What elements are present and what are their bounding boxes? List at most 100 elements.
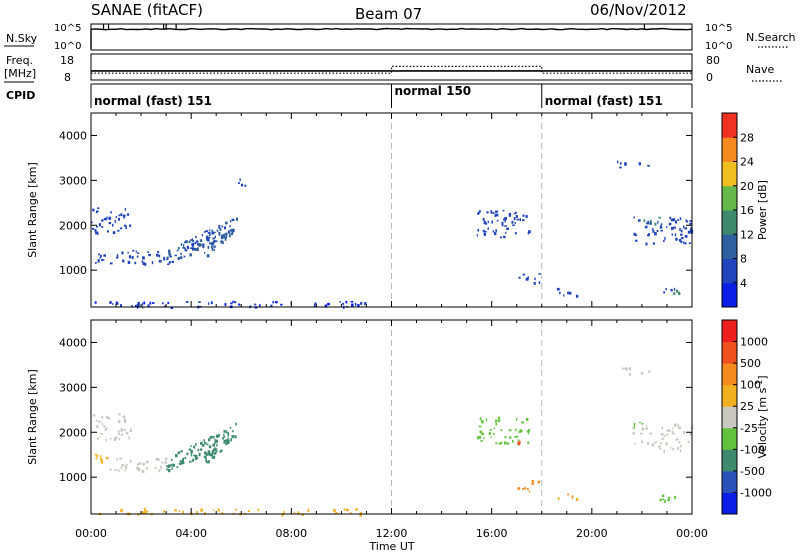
echo-cell bbox=[97, 259, 100, 263]
echo-cell bbox=[104, 217, 107, 221]
echo-cell bbox=[681, 237, 684, 240]
echo-cell bbox=[503, 218, 506, 221]
y-tick-label: 4000 bbox=[59, 336, 87, 349]
colorbar-tick-label: -500 bbox=[740, 465, 765, 478]
echo-cell bbox=[492, 230, 495, 233]
echo-cell bbox=[628, 368, 631, 370]
echo-cell bbox=[215, 450, 218, 453]
echo-cell bbox=[646, 424, 648, 427]
colorbar-segment bbox=[722, 341, 737, 364]
echo-cell bbox=[96, 425, 99, 429]
cpid-segment-label: normal (fast) 151 bbox=[545, 94, 663, 108]
echo-cell bbox=[114, 469, 117, 471]
echo-cell bbox=[664, 499, 666, 503]
y-tick-label: 3000 bbox=[59, 174, 87, 187]
echo-cell bbox=[180, 450, 183, 453]
echo-cell bbox=[145, 510, 149, 513]
echo-cell bbox=[209, 232, 211, 236]
echo-cell bbox=[213, 231, 216, 234]
echo-cell bbox=[525, 277, 529, 281]
echo-cell bbox=[477, 211, 480, 215]
echo-cell bbox=[483, 437, 485, 440]
echo-cell bbox=[118, 217, 120, 221]
echo-cell bbox=[659, 498, 662, 502]
echo-cell bbox=[214, 448, 216, 451]
echo-region bbox=[643, 216, 662, 226]
echo-cell bbox=[665, 442, 668, 446]
echo-cell bbox=[192, 244, 194, 248]
echo-cell bbox=[218, 234, 221, 236]
echo-cell bbox=[127, 260, 131, 264]
velocity-ylabel: Slant Range [km] bbox=[26, 369, 39, 465]
echo-cell bbox=[148, 254, 151, 257]
y-tick-label: 2000 bbox=[59, 426, 87, 439]
echo-cell bbox=[239, 178, 241, 182]
echo-cell bbox=[132, 250, 135, 252]
echo-cell bbox=[576, 498, 579, 501]
echo-cell bbox=[183, 241, 186, 244]
echo-cell bbox=[254, 303, 257, 306]
echo-cell bbox=[98, 253, 100, 256]
echo-cell bbox=[676, 289, 678, 293]
echo-cell bbox=[528, 429, 531, 432]
echo-cell bbox=[645, 427, 648, 430]
nave-trace bbox=[91, 65, 692, 74]
echo-cell bbox=[236, 217, 239, 221]
echo-cell bbox=[115, 215, 117, 219]
echo-cell bbox=[350, 512, 352, 514]
colorbar-segment bbox=[722, 258, 737, 284]
echo-cell bbox=[207, 460, 210, 464]
echo-cell bbox=[270, 304, 273, 307]
echo-cell bbox=[522, 487, 525, 490]
echo-cell bbox=[184, 456, 187, 460]
echo-cell bbox=[617, 160, 619, 164]
echo-cell bbox=[114, 436, 118, 440]
echo-cell bbox=[660, 432, 664, 436]
echo-cell bbox=[208, 452, 210, 456]
echo-cell bbox=[671, 233, 673, 236]
echo-cell bbox=[500, 429, 503, 432]
echo-cell bbox=[670, 289, 673, 292]
echo-cell bbox=[157, 458, 160, 461]
echo-cell bbox=[364, 302, 367, 306]
echo-region bbox=[166, 422, 237, 473]
echo-cell bbox=[483, 232, 486, 236]
echo-cell bbox=[683, 430, 685, 435]
echo-cell bbox=[191, 243, 195, 247]
echo-cell bbox=[663, 449, 665, 453]
echo-cell bbox=[647, 442, 649, 445]
echo-cell bbox=[495, 229, 497, 233]
echo-cell bbox=[120, 428, 124, 432]
echo-cell bbox=[327, 302, 330, 306]
sky-left-label: N.Sky bbox=[6, 32, 38, 45]
echo-cell bbox=[203, 455, 206, 459]
echo-cell bbox=[178, 462, 181, 465]
echo-cell bbox=[528, 490, 531, 493]
echo-cell bbox=[112, 223, 114, 227]
echo-cell bbox=[680, 240, 683, 244]
echo-cell bbox=[109, 262, 113, 265]
velocity-colorbar-label-sup: -1 bbox=[755, 380, 764, 388]
echo-cell bbox=[207, 231, 211, 234]
echo-cell bbox=[211, 455, 214, 459]
time-axis-label: Time UT bbox=[368, 540, 414, 553]
echo-cell bbox=[98, 223, 101, 227]
echo-cell bbox=[130, 427, 132, 430]
echo-cell bbox=[209, 435, 212, 439]
echo-cell bbox=[556, 287, 560, 291]
echo-cell bbox=[229, 231, 231, 235]
echo-cell bbox=[113, 438, 116, 441]
echo-cell bbox=[203, 439, 205, 442]
power-panel: 1000 2000 3000 4000 Slant Range [km] 4 8 12 16… bbox=[26, 112, 769, 309]
echo-cell bbox=[272, 300, 274, 304]
echo-cell bbox=[189, 460, 192, 463]
colorbar-segment bbox=[722, 492, 737, 515]
echo-cell bbox=[522, 219, 525, 222]
echo-cell bbox=[506, 227, 509, 230]
echo-cell bbox=[675, 438, 679, 441]
cpid-segment-label: normal 150 bbox=[395, 84, 472, 98]
echo-cell bbox=[518, 443, 521, 446]
echo-cell bbox=[155, 458, 157, 461]
echo-cell bbox=[533, 282, 536, 285]
echo-cell bbox=[534, 277, 536, 281]
